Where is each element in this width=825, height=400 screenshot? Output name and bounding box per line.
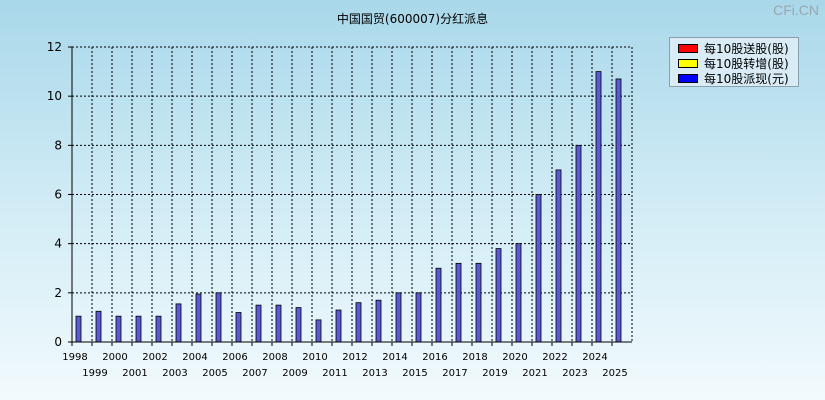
- y-tick-label: 10: [47, 89, 62, 103]
- bar-cash-dividend: [575, 144, 582, 343]
- bar-cash-dividend: [95, 310, 102, 343]
- legend-label-bonus-shares: 每10股送股(股): [704, 42, 789, 56]
- x-tick-label: 2017: [442, 368, 467, 379]
- bar-cash-dividend: [375, 299, 382, 343]
- x-tick-label: 2019: [482, 368, 507, 379]
- x-tick-label: 2008: [262, 352, 287, 363]
- x-tick-label: 2020: [502, 352, 527, 363]
- bar-cash-dividend: [475, 262, 482, 343]
- bar-cash-dividend: [195, 293, 202, 343]
- bar-cash-dividend: [495, 248, 502, 343]
- bar-cash-dividend: [355, 302, 362, 343]
- x-tick-label: 2000: [102, 352, 127, 363]
- x-tick-label: 2006: [222, 352, 247, 363]
- x-tick-label: 2010: [302, 352, 327, 363]
- x-tick-label: 2013: [362, 368, 387, 379]
- bar-cash-dividend: [315, 319, 322, 343]
- x-tick-label: 2014: [382, 352, 407, 363]
- bar-cash-dividend: [255, 304, 262, 343]
- legend-item-bonus-shares: 每10股送股(股): [678, 41, 798, 56]
- bar-cash-dividend: [395, 292, 402, 343]
- bar-cash-dividend: [135, 315, 142, 343]
- legend-label-transfer-shares: 每10股转增(股): [704, 57, 789, 71]
- bar-cash-dividend: [595, 71, 602, 343]
- legend-swatch-cash-dividend: [678, 74, 698, 83]
- bar-cash-dividend: [115, 315, 122, 343]
- legend-swatch-transfer-shares: [678, 59, 698, 68]
- x-tick-label: 2002: [142, 352, 167, 363]
- bar-cash-dividend: [535, 194, 542, 343]
- bar-cash-dividend: [555, 169, 562, 343]
- bar-cash-dividend: [235, 312, 242, 343]
- x-tick-label: 2023: [562, 368, 587, 379]
- x-tick-label: 2012: [342, 352, 367, 363]
- legend-item-transfer-shares: 每10股转增(股): [678, 56, 798, 71]
- x-tick-label: 2001: [122, 368, 147, 379]
- bar-cash-dividend: [155, 315, 162, 343]
- x-tick-label: 2025: [602, 368, 627, 379]
- bar-cash-dividend: [615, 78, 622, 343]
- x-tick-label: 2009: [282, 368, 307, 379]
- y-tick-label: 8: [54, 138, 62, 152]
- x-tick-label: 2005: [202, 368, 227, 379]
- axis-layer: 0 2 4 6 8 10 12 1998 1999 2000 2001 2002 2003 2004 200…: [47, 40, 632, 379]
- bar-cash-dividend: [215, 292, 222, 343]
- bar-layer: [75, 71, 622, 343]
- x-tick-label: 2024: [582, 352, 607, 363]
- x-tick-label: 2004: [182, 352, 207, 363]
- legend-swatch-bonus-shares: [678, 44, 698, 53]
- bar-cash-dividend: [415, 292, 422, 343]
- chart-title: 中国国贸(600007)分红派息: [336, 12, 489, 26]
- bar-cash-dividend: [515, 243, 522, 343]
- x-tick-label: 1998: [62, 352, 87, 363]
- x-tick-label: 2007: [242, 368, 267, 379]
- y-tick-label: 6: [54, 188, 62, 202]
- x-tick-label: 2016: [422, 352, 447, 363]
- x-tick-label: 2021: [522, 368, 547, 379]
- y-tick-label: 4: [54, 237, 62, 251]
- bar-cash-dividend: [175, 303, 182, 343]
- chart-legend: 每10股送股(股) 每10股转增(股) 每10股派现(元): [669, 37, 799, 87]
- legend-label-cash-dividend: 每10股派现(元): [704, 72, 789, 86]
- bar-cash-dividend: [295, 307, 302, 343]
- legend-item-cash-dividend: 每10股派现(元): [678, 71, 798, 86]
- x-tick-label: 2022: [542, 352, 567, 363]
- y-tick-label: 12: [47, 40, 62, 54]
- x-tick-label: 2011: [322, 368, 347, 379]
- bar-cash-dividend: [335, 309, 342, 343]
- y-tick-label: 0: [54, 335, 62, 349]
- bar-cash-dividend: [435, 267, 442, 343]
- x-tick-label: 2015: [402, 368, 427, 379]
- x-tick-label: 2018: [462, 352, 487, 363]
- x-tick-label: 1999: [82, 368, 107, 379]
- bar-cash-dividend: [75, 315, 82, 343]
- y-tick-label: 2: [54, 286, 62, 300]
- bar-cash-dividend: [455, 262, 462, 343]
- grid-layer: [71, 46, 633, 343]
- bar-cash-dividend: [275, 304, 282, 343]
- x-tick-label: 2003: [162, 368, 187, 379]
- watermark-logo: CFi.CN: [773, 2, 819, 18]
